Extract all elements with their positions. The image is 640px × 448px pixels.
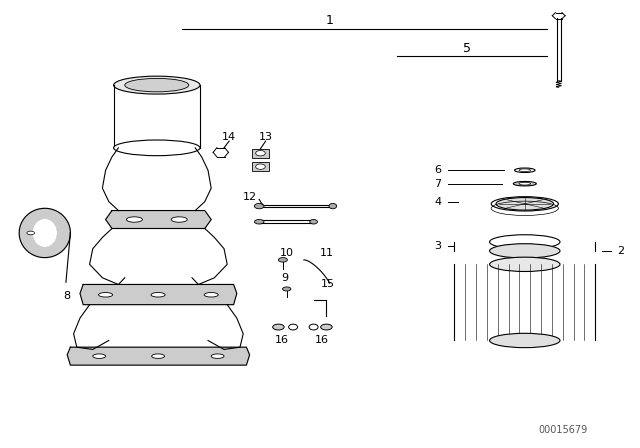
Ellipse shape bbox=[211, 354, 224, 358]
Ellipse shape bbox=[490, 257, 560, 271]
Polygon shape bbox=[33, 220, 56, 246]
Ellipse shape bbox=[255, 203, 264, 209]
Text: 11: 11 bbox=[319, 248, 333, 258]
Ellipse shape bbox=[152, 354, 164, 358]
Text: 16: 16 bbox=[275, 335, 289, 345]
Text: 1: 1 bbox=[326, 13, 333, 27]
Ellipse shape bbox=[519, 169, 531, 172]
Ellipse shape bbox=[515, 168, 535, 172]
Text: 2: 2 bbox=[618, 246, 625, 256]
Polygon shape bbox=[67, 347, 250, 365]
Ellipse shape bbox=[27, 231, 35, 235]
Bar bbox=[252, 149, 269, 158]
Ellipse shape bbox=[490, 235, 560, 249]
Ellipse shape bbox=[204, 293, 218, 297]
Text: 8: 8 bbox=[63, 291, 71, 301]
Ellipse shape bbox=[255, 164, 265, 169]
Text: 7: 7 bbox=[435, 179, 442, 189]
Ellipse shape bbox=[490, 244, 560, 258]
Ellipse shape bbox=[114, 76, 200, 94]
Text: 4: 4 bbox=[435, 198, 442, 207]
Ellipse shape bbox=[125, 78, 189, 92]
Ellipse shape bbox=[172, 217, 188, 222]
Polygon shape bbox=[106, 211, 211, 228]
Text: 13: 13 bbox=[259, 132, 273, 142]
Text: 3: 3 bbox=[435, 241, 442, 251]
Ellipse shape bbox=[519, 182, 531, 185]
Polygon shape bbox=[80, 284, 237, 305]
Ellipse shape bbox=[496, 198, 554, 210]
Text: 12: 12 bbox=[243, 192, 257, 202]
Ellipse shape bbox=[282, 287, 291, 291]
Text: 00015679: 00015679 bbox=[539, 425, 588, 435]
Text: 14: 14 bbox=[222, 132, 236, 142]
Text: 5: 5 bbox=[463, 42, 471, 55]
Ellipse shape bbox=[127, 217, 143, 222]
Ellipse shape bbox=[321, 324, 332, 330]
Ellipse shape bbox=[309, 324, 318, 330]
Ellipse shape bbox=[151, 293, 165, 297]
Text: 10: 10 bbox=[280, 248, 294, 258]
Ellipse shape bbox=[329, 203, 337, 209]
Ellipse shape bbox=[99, 293, 113, 297]
Ellipse shape bbox=[513, 181, 536, 186]
Ellipse shape bbox=[114, 140, 200, 155]
Bar bbox=[252, 162, 269, 171]
Ellipse shape bbox=[255, 220, 264, 224]
Ellipse shape bbox=[273, 324, 284, 330]
Ellipse shape bbox=[278, 258, 287, 262]
Text: 15: 15 bbox=[321, 280, 335, 289]
Polygon shape bbox=[19, 208, 70, 258]
Ellipse shape bbox=[289, 324, 298, 330]
Text: 9: 9 bbox=[281, 273, 289, 283]
Ellipse shape bbox=[255, 151, 265, 156]
Text: 6: 6 bbox=[435, 165, 442, 175]
Ellipse shape bbox=[490, 333, 560, 348]
Ellipse shape bbox=[93, 354, 106, 358]
Ellipse shape bbox=[310, 220, 317, 224]
Text: 16: 16 bbox=[315, 335, 329, 345]
